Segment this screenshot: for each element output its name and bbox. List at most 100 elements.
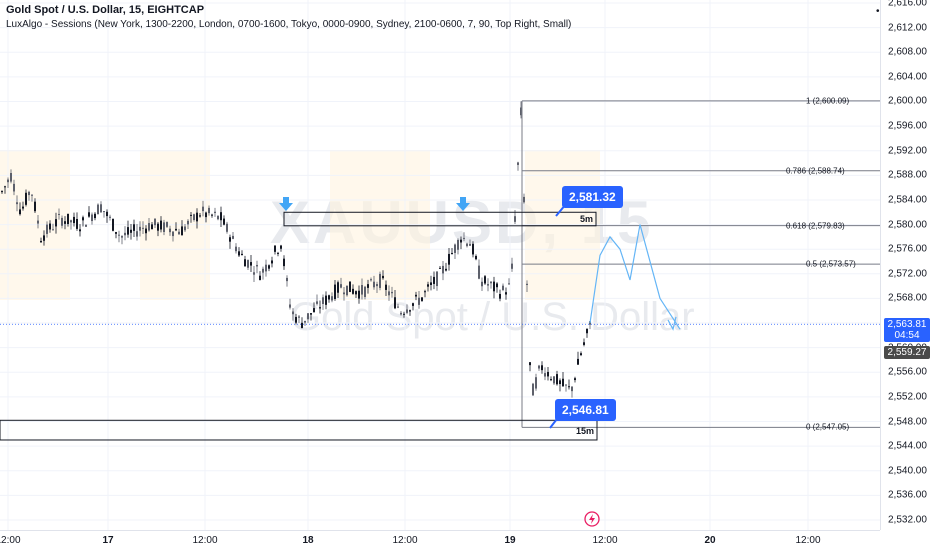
candle-body: [316, 301, 318, 304]
candle-body: [178, 231, 180, 235]
candle-body: [196, 212, 198, 222]
second-price-badge: 2,559.27: [884, 346, 930, 359]
candle-body: [424, 291, 426, 293]
candle-body: [580, 353, 582, 356]
candle-body: [352, 288, 354, 294]
lightning-icon[interactable]: [584, 511, 600, 527]
price-plot[interactable]: [0, 0, 880, 530]
candle-body: [208, 207, 210, 214]
candle-body: [13, 183, 15, 192]
candle-body: [319, 307, 321, 309]
candle-body: [217, 215, 219, 220]
candle-body: [535, 377, 537, 389]
candle-body: [286, 277, 288, 282]
candle-body: [241, 253, 243, 255]
symbol-title[interactable]: Gold Spot / U.S. Dollar, 15, EIGHTCAP: [6, 4, 205, 16]
high-price-callout[interactable]: 2,581.32: [562, 186, 623, 208]
fib-level-label: 0 (2,547.05): [806, 422, 850, 432]
candle-body: [10, 173, 12, 182]
candle-body: [418, 297, 420, 305]
candle-body: [583, 342, 585, 345]
candle-body: [448, 253, 450, 265]
fib-level-label: 0.5 (2,573.57): [806, 259, 856, 269]
candle-body: [253, 272, 255, 275]
candle-body: [394, 297, 396, 309]
chart-area[interactable]: XAUUSD, 15 Gold Spot / U.S. Dollar Gold …: [0, 0, 880, 530]
candle-body: [22, 206, 24, 209]
candle-body: [574, 378, 576, 381]
candle-body: [121, 236, 123, 238]
candle-body: [550, 379, 552, 381]
projection-arrowhead: [667, 316, 677, 331]
candle-body: [385, 284, 387, 290]
candle-body: [244, 259, 246, 267]
candle-body: [514, 216, 516, 222]
candle-body: [499, 293, 501, 299]
candle-body: [370, 279, 372, 281]
time-axis[interactable]: 12:00 17 12:00 18 12:00 19 12:00 20 12:00: [0, 530, 880, 551]
candle-body: [40, 240, 42, 243]
price-tick-label: 2,604.00: [888, 71, 927, 83]
candle-body: [76, 219, 78, 229]
candle-body: [298, 316, 300, 318]
candle-body: [289, 304, 291, 308]
candle-body: [172, 231, 174, 237]
candle-body: [460, 239, 462, 243]
candle-body: [355, 291, 357, 295]
candle-body: [70, 220, 72, 223]
candle-body: [166, 222, 168, 227]
candle-body: [577, 358, 579, 365]
candle-body: [283, 258, 285, 267]
price-tick-label: 2,556.00: [888, 366, 927, 378]
candle-body: [46, 224, 48, 234]
price-tick-label: 2,544.00: [888, 440, 927, 452]
price-tick-label: 2,592.00: [888, 145, 927, 157]
candle-body: [421, 297, 423, 301]
candle-body: [553, 376, 555, 384]
candle-body: [7, 179, 9, 183]
candle-body: [472, 243, 474, 255]
timeframe-label-15m: 15m: [576, 426, 595, 436]
candle-body: [175, 228, 177, 231]
candle-body: [331, 296, 333, 301]
candle-body: [235, 246, 237, 252]
candle-body: [274, 245, 276, 252]
candle-body: [85, 224, 87, 227]
candle-body: [259, 275, 261, 280]
candle-body: [445, 268, 447, 271]
candle-body: [565, 384, 567, 386]
timeframe-label-5m: 5m: [580, 214, 594, 224]
candle-body: [496, 283, 498, 288]
candle-body: [379, 273, 381, 288]
candle-body: [481, 281, 483, 287]
candle-body: [436, 271, 438, 287]
time-tick-label: 12:00: [0, 535, 21, 546]
price-tick-label: 2,532.00: [888, 514, 927, 526]
candle-body: [484, 276, 486, 284]
candle-body: [430, 282, 432, 286]
projection-path: [589, 224, 681, 330]
candle-body: [214, 211, 216, 213]
candle-body: [100, 204, 102, 213]
candle-body: [106, 211, 108, 217]
price-axis[interactable]: 2,616.00 2,612.00 2,608.00 2,604.00 2,600.00…: [880, 0, 932, 530]
candle-body: [376, 284, 378, 287]
candle-body: [493, 281, 495, 292]
current-price-badge: 2,563.81 04:54: [884, 318, 930, 342]
candle-body: [559, 380, 561, 385]
indicator-legend[interactable]: LuxAlgo - Sessions (New York, 1300-2200,…: [6, 19, 572, 30]
time-tick-label: 12:00: [592, 535, 618, 546]
candle-body: [16, 202, 18, 205]
time-tick-label: 12:00: [392, 535, 418, 546]
candle-body: [133, 224, 135, 231]
candle-body: [25, 192, 27, 205]
low-price-callout[interactable]: 2,546.81: [555, 399, 616, 421]
candle-body: [199, 215, 201, 217]
candle-body: [541, 365, 543, 371]
resistance-box: [283, 211, 597, 227]
candle-body: [220, 212, 222, 221]
candle-body: [337, 282, 339, 293]
candle-body: [304, 320, 306, 323]
candle-body: [82, 217, 84, 221]
candle-body: [469, 243, 471, 246]
